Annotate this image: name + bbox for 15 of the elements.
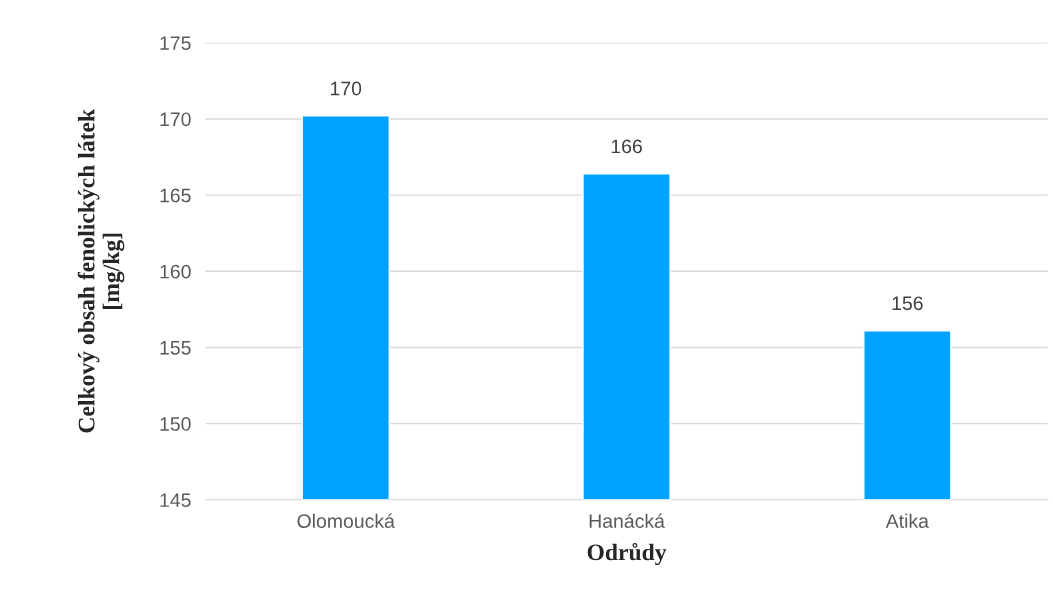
- data-label: 166: [611, 139, 642, 154]
- x-tick-label: Hanácká: [589, 513, 665, 528]
- y-axis-title: Celkový obsah fenolických látek [mg/kg]: [77, 108, 125, 433]
- y-tick-label: 145: [160, 493, 191, 508]
- x-axis-title: Odrůdy: [587, 542, 667, 566]
- data-label: 156: [892, 296, 923, 311]
- y-tick-label: 150: [160, 417, 191, 431]
- y-tick-label: 175: [160, 36, 191, 51]
- y-tick-label: 160: [160, 264, 191, 279]
- data-label: 170: [331, 81, 362, 96]
- y-tick-label: 155: [160, 341, 191, 355]
- y-tick-label: 165: [160, 188, 191, 203]
- x-tick-label: Atika: [885, 513, 929, 528]
- x-tick-label: Olomoucká: [297, 513, 395, 528]
- y-tick-label: 170: [160, 112, 191, 127]
